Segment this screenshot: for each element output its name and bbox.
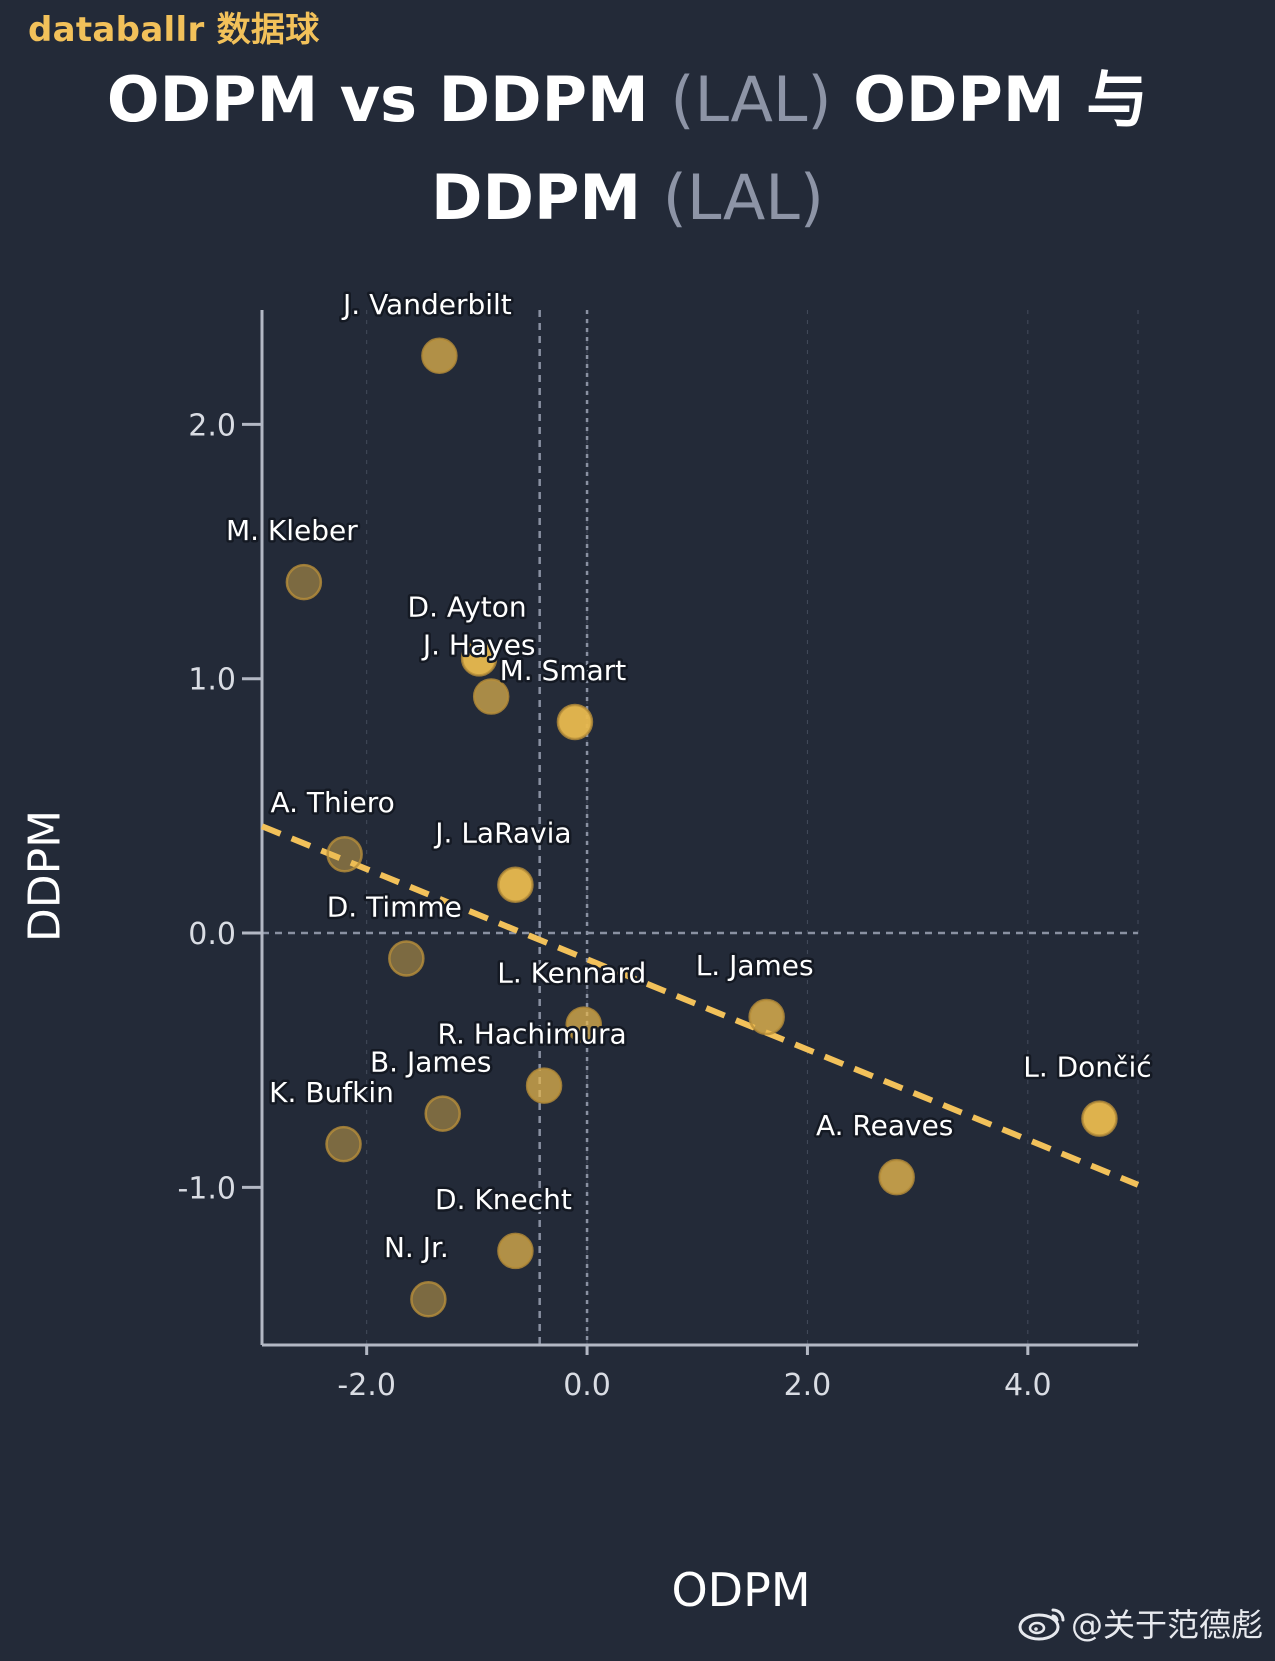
data-point bbox=[748, 998, 785, 1036]
data-point bbox=[497, 1232, 534, 1270]
point-label: J. Vanderbilt bbox=[341, 288, 512, 321]
point-label: K. Bufkin bbox=[269, 1076, 394, 1109]
point-labels-layer: J. Vanderbilt M. Kleber D. Ayton J. HayesM.… bbox=[223, 285, 1154, 1266]
trend-line-layer bbox=[260, 823, 1140, 1188]
data-point bbox=[421, 337, 458, 375]
data-point bbox=[285, 563, 323, 601]
data-point bbox=[325, 1125, 362, 1163]
point-label: D. Ayton bbox=[408, 590, 527, 623]
y-tick-label: 2.0 bbox=[188, 408, 236, 443]
point-label: A. Reaves bbox=[816, 1109, 953, 1142]
brand-logo: databallr 数据球 bbox=[28, 10, 320, 50]
title-team: (LAL) bbox=[670, 63, 832, 136]
x-tick-label: -2.0 bbox=[337, 1368, 396, 1403]
point-label: L. Kennard bbox=[497, 957, 646, 990]
y-tick-label: 1.0 bbox=[188, 663, 236, 698]
data-point bbox=[565, 1006, 603, 1043]
point-label: A. Thiero bbox=[270, 786, 394, 819]
point-label: D. Knecht bbox=[435, 1183, 572, 1216]
data-point bbox=[410, 1280, 447, 1318]
y-axis-title: DDPM bbox=[19, 809, 71, 943]
x-tick-label: 0.0 bbox=[563, 1368, 611, 1403]
title-main-2: DDPM bbox=[431, 161, 642, 234]
points-layer bbox=[285, 337, 1118, 1318]
title-team-2: (LAL) bbox=[662, 161, 824, 234]
x-tick-label: 4.0 bbox=[1004, 1368, 1052, 1403]
data-point bbox=[878, 1158, 915, 1196]
data-point bbox=[424, 1095, 461, 1132]
data-point bbox=[460, 640, 498, 677]
reference-lines bbox=[262, 310, 1138, 1345]
y-tick-label: 0.0 bbox=[188, 917, 236, 952]
trend-line bbox=[260, 823, 1140, 1188]
chart-title-line-2: DDPM (LAL) bbox=[0, 150, 1255, 246]
data-point bbox=[497, 866, 534, 903]
chart-title-line-1: ODPM vs DDPM (LAL) ODPM 与 bbox=[0, 52, 1255, 148]
title-main: ODPM vs DDPM bbox=[106, 63, 649, 136]
data-point bbox=[326, 835, 363, 873]
point-label: N. Jr. bbox=[384, 1231, 449, 1264]
axes: -1.0 0.0 1.0 2.0 -2.0 0.0 2.0 4.0 bbox=[177, 310, 1138, 1403]
weibo-icon bbox=[1018, 1608, 1065, 1641]
point-label: D. Timme bbox=[327, 890, 462, 923]
point-label: L. James bbox=[696, 949, 814, 982]
data-point bbox=[472, 678, 510, 715]
data-point bbox=[388, 940, 425, 977]
data-point bbox=[1081, 1100, 1118, 1137]
point-label: L. Dončić bbox=[1023, 1051, 1151, 1084]
x-axis-title: ODPM bbox=[671, 1563, 811, 1617]
point-label: J. Hayes bbox=[421, 629, 536, 662]
watermark-text: @关于范德彪 bbox=[1070, 1606, 1263, 1644]
point-label: B. James bbox=[370, 1046, 492, 1079]
point-label: M. Kleber bbox=[226, 514, 358, 547]
data-point bbox=[556, 703, 594, 741]
data-point bbox=[525, 1067, 563, 1104]
point-label: R. Hachimura bbox=[438, 1018, 627, 1051]
x-tick-label: 2.0 bbox=[784, 1368, 832, 1403]
title-cn: ODPM 与 bbox=[853, 63, 1149, 136]
watermark: @关于范德彪 bbox=[1017, 1600, 1263, 1646]
y-tick-label: -1.0 bbox=[177, 1171, 236, 1206]
point-label: M. Smart bbox=[500, 654, 627, 687]
point-label: J. LaRavia bbox=[433, 817, 571, 850]
